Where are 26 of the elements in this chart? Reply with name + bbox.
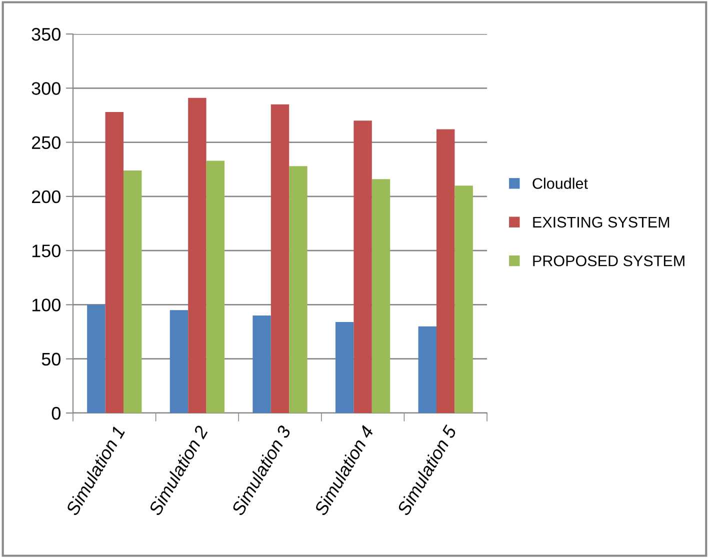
- legend-label: EXISTING SYSTEM: [533, 216, 670, 228]
- bar: [436, 129, 455, 413]
- y-tick-label: 100: [32, 298, 60, 312]
- bar: [289, 166, 308, 413]
- bar: [188, 98, 206, 413]
- y-tick-label: 50: [42, 352, 60, 366]
- y-tick-label: 250: [32, 136, 60, 150]
- bar: [124, 170, 142, 413]
- y-tick-label: 350: [32, 28, 60, 41]
- y-tick-label: 150: [32, 244, 60, 258]
- y-tick-label: 200: [32, 190, 60, 204]
- bar: [372, 179, 390, 413]
- bar: [454, 186, 473, 413]
- bar: [335, 322, 354, 413]
- bar: [206, 160, 225, 413]
- bar: [87, 304, 106, 413]
- legend-label: Cloudlet: [532, 178, 588, 189]
- bar: [252, 316, 271, 413]
- bar: [270, 104, 290, 413]
- y-tick-label: 300: [32, 82, 60, 95]
- bar: [170, 310, 188, 413]
- y-tick-label: 0: [52, 406, 60, 420]
- bar: [354, 120, 372, 413]
- legend-label: PROPOSED SYSTEM: [533, 255, 684, 266]
- bar: [105, 112, 124, 413]
- bar: [418, 326, 436, 413]
